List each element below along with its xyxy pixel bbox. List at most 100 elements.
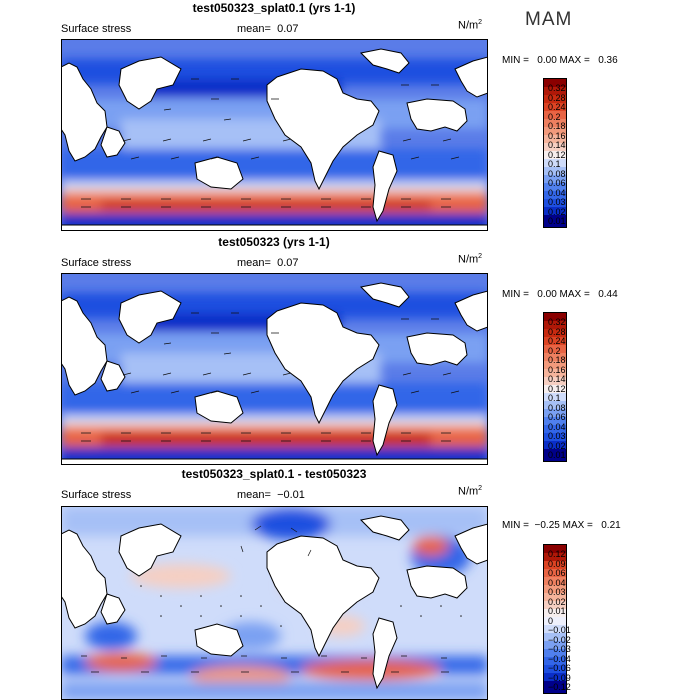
panel-3-map <box>61 506 488 700</box>
cbar-swatch <box>543 617 567 625</box>
panel-3-colorbar-svg <box>543 544 567 694</box>
cbar-level: 0.04 <box>548 421 566 432</box>
cbar-swatch <box>543 641 567 649</box>
cbar-swatch <box>543 143 567 151</box>
cbar-swatch <box>543 649 567 657</box>
cbar-level: −0.09 <box>548 672 571 683</box>
vector-dots <box>140 585 462 627</box>
cbar-level: −0.03 <box>548 644 571 654</box>
cbar-level: −0.04 <box>548 653 571 664</box>
cbar-level: 0.08 <box>548 402 566 413</box>
cbar-swatch <box>543 95 567 103</box>
panel-1-colorbar <box>543 78 567 233</box>
cbar-level: 0.06 <box>548 178 566 188</box>
panel-2-min-label: MIN = <box>502 289 529 300</box>
panel-1-max-value: 0.36 <box>598 55 618 66</box>
cbar-swatch <box>543 78 567 87</box>
land-masses <box>61 48 488 231</box>
map-frame <box>61 273 488 465</box>
cbar-level: 0.12 <box>548 549 566 559</box>
panel-3-mean-value: −0.01 <box>277 489 305 501</box>
cbar-swatch <box>543 385 567 393</box>
panel-3-units-base: N/m <box>458 485 479 498</box>
cbar-level: 0.1 <box>548 393 561 403</box>
cbar-swatch <box>543 425 567 433</box>
cbar-level: 0.16 <box>548 364 566 375</box>
panel-3-max-label: MAX = <box>562 520 593 531</box>
cbar-level: 0.32 <box>548 83 566 93</box>
panel-1-units-exp: 2 <box>478 19 483 26</box>
cbar-swatch <box>543 207 567 215</box>
cbar-level: −0.01 <box>548 625 571 635</box>
panel-3-max-value: 0.21 <box>601 520 621 531</box>
cbar-swatch <box>543 175 567 183</box>
wind-vectors <box>81 312 460 442</box>
cbar-swatch <box>543 393 567 401</box>
cbar-level: 0.2 <box>548 345 561 356</box>
cbar-level: 0.04 <box>548 577 566 588</box>
cbar-level: 0.28 <box>548 92 566 103</box>
panel-2-map <box>61 273 488 465</box>
panel-1-minmax: MIN = 0.00 MAX = 0.36 <box>502 55 618 66</box>
cbar-level: 0.16 <box>548 130 566 141</box>
cbar-swatch <box>543 183 567 191</box>
cbar-swatch <box>543 401 567 409</box>
panel-2-colorbar-svg <box>543 312 567 462</box>
panel-3-units-exp: 2 <box>478 485 483 492</box>
cbar-swatch <box>543 577 567 585</box>
panel-3-map-svg <box>61 506 488 700</box>
cbar-swatch <box>543 609 567 617</box>
cbar-swatch <box>543 369 567 377</box>
cbar-swatch <box>543 312 567 321</box>
cbar-swatch <box>543 103 567 111</box>
panel-1-map <box>61 39 488 231</box>
panel-2-colorbar <box>543 312 567 467</box>
cbar-level: 0.24 <box>548 102 566 112</box>
cbar-swatch <box>543 553 567 561</box>
panel-3-mean: mean= −0.01 <box>237 489 305 501</box>
cbar-level: 0.28 <box>548 326 566 337</box>
season-label: MAM <box>525 9 573 30</box>
land-masses <box>61 515 488 690</box>
cbar-swatch <box>543 321 567 329</box>
cbar-level: 0.01 <box>548 216 566 226</box>
panel-3-min-value: −0.25 <box>534 520 560 531</box>
cbar-swatch <box>543 329 567 337</box>
cbar-level: 0.03 <box>548 587 566 597</box>
panel-2-units-base: N/m <box>458 253 479 266</box>
panel-3-minmax: MIN = −0.25 MAX = 0.21 <box>502 520 621 531</box>
panel-3-mean-label: mean= <box>237 489 271 501</box>
cbar-swatch <box>543 625 567 633</box>
panel-3-colorbar <box>543 544 567 699</box>
cbar-level: 0.02 <box>548 206 566 217</box>
panel-1-max-label: MAX = <box>559 55 590 66</box>
cbar-level: 0.09 <box>548 558 566 569</box>
panel-1-variable-label: Surface stress <box>61 23 132 35</box>
cbar-swatch <box>543 87 567 95</box>
wind-vectors <box>81 78 460 208</box>
panel-3-variable-label: Surface stress <box>61 489 132 501</box>
panel-2-min-value: 0.00 <box>537 289 557 300</box>
panel-2-mean-label: mean= <box>237 257 271 269</box>
cbar-level: 0.18 <box>548 355 566 365</box>
panel-1-colorbar-svg <box>543 78 567 228</box>
cbar-level: 0.12 <box>548 149 566 160</box>
cbar-swatch <box>543 585 567 593</box>
cbar-level: 0.08 <box>548 168 566 179</box>
land-masses <box>61 282 488 465</box>
cbar-swatch <box>543 681 567 694</box>
cbar-swatch <box>543 601 567 609</box>
cbar-level: 0.06 <box>548 412 566 422</box>
panel-2-map-svg <box>61 273 488 465</box>
panel-1-mean-label: mean= <box>237 23 271 35</box>
cbar-swatch <box>543 337 567 345</box>
cbar-swatch <box>543 665 567 673</box>
cbar-level: 0.06 <box>548 568 566 578</box>
panel-2-mean-value: 0.07 <box>277 257 299 269</box>
cbar-swatch <box>543 633 567 641</box>
cbar-swatch <box>543 433 567 441</box>
cbar-swatch <box>543 409 567 417</box>
cbar-level: 0 <box>548 615 554 626</box>
cbar-swatch <box>543 417 567 425</box>
cbar-swatch <box>543 215 567 228</box>
